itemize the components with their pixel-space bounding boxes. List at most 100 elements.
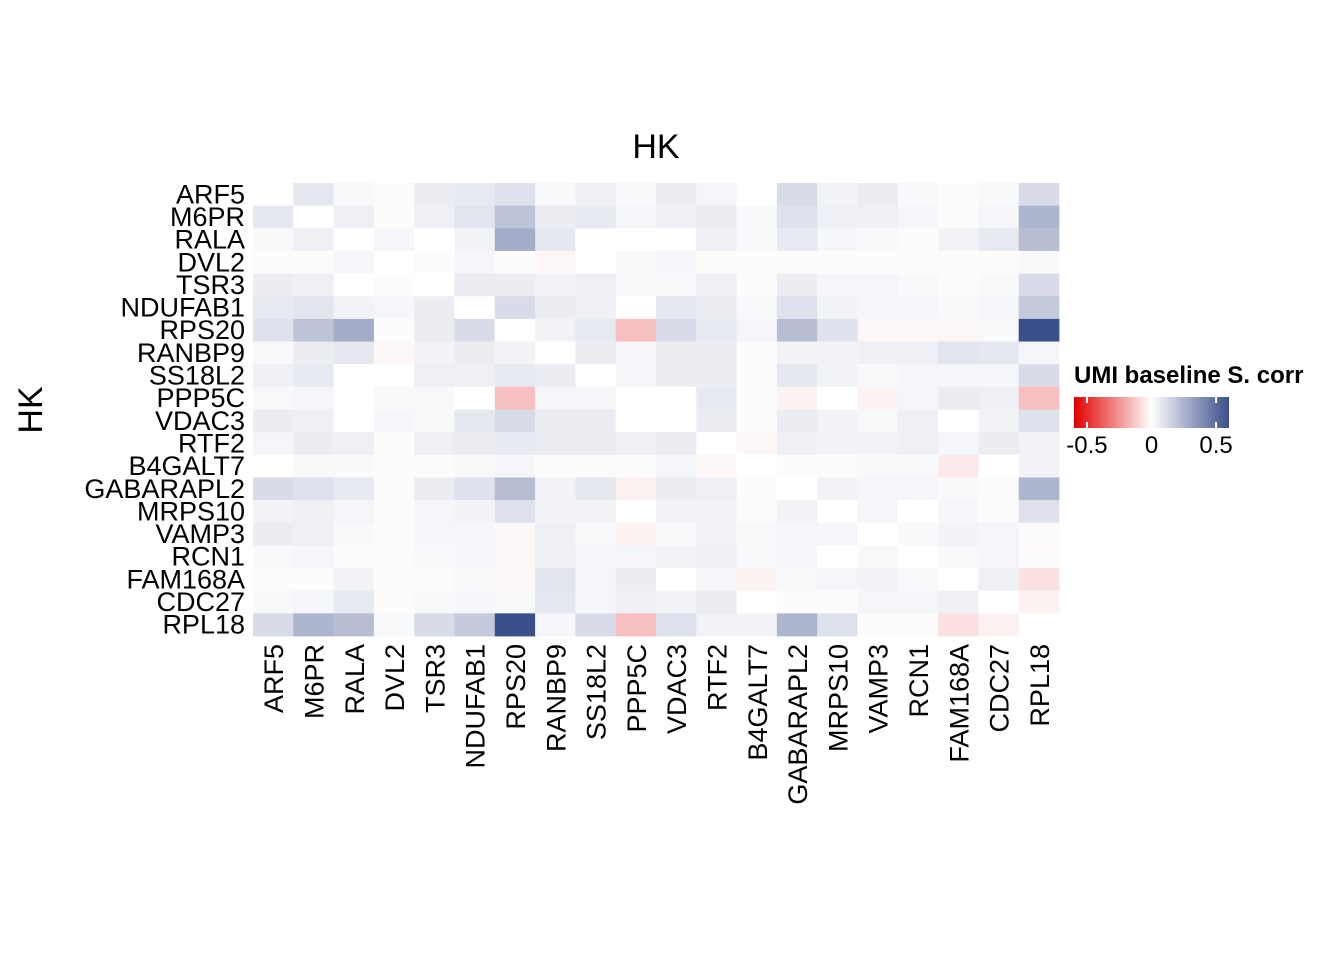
heatmap-cell-arf5-vdac3	[656, 183, 697, 207]
heatmap-cell-mrps10-b4galt7	[736, 500, 778, 524]
heatmap-cell-vdac3-ppp5c	[615, 409, 657, 433]
heatmap-cell-ranbp9-ppp5c	[615, 341, 657, 365]
heatmap-cell-tsr3-m6pr	[293, 273, 334, 297]
heatmap-cell-fam168a-vamp3	[857, 568, 899, 592]
heatmap-cell-rps20-ppp5c	[615, 318, 657, 342]
heatmap-cell-ppp5c-arf5	[253, 386, 294, 410]
heatmap-cell-ss18l2-rtf2	[696, 364, 737, 388]
heatmap-cell-dvl2-fam168a	[938, 250, 979, 274]
heatmap-cell-b4galt7-m6pr	[293, 454, 334, 478]
heatmap-cell-tsr3-rtf2	[696, 273, 737, 297]
heatmap-cell-m6pr-dvl2	[373, 205, 415, 229]
heatmap-cell-ppp5c-vdac3	[656, 386, 697, 410]
heatmap-cell-rps20-ranbp9	[535, 318, 576, 342]
heatmap-cell-dvl2-mrps10	[817, 250, 858, 274]
heatmap-cell-ppp5c-rcn1	[897, 386, 939, 410]
heatmap-cell-dvl2-gabarapl2	[776, 250, 818, 274]
heatmap-cell-fam168a-gabarapl2	[776, 568, 818, 592]
heatmap-cell-rtf2-m6pr	[293, 432, 334, 456]
heatmap-cell-cdc27-ranbp9	[535, 590, 576, 614]
heatmap-cell-rps20-arf5	[253, 318, 294, 342]
heatmap-cell-vamp3-gabarapl2	[776, 522, 818, 546]
heatmap-cell-b4galt7-vdac3	[656, 454, 697, 478]
x-tick-label-gabarapl2: GABARAPL2	[783, 644, 813, 805]
heatmap-cell-b4galt7-rtf2	[696, 454, 737, 478]
heatmap-cell-rcn1-rpl18	[1018, 545, 1060, 569]
heatmap-cell-dvl2-rtf2	[696, 250, 737, 274]
heatmap-cell-rtf2-rps20	[494, 432, 536, 456]
heatmap-cell-ppp5c-mrps10	[817, 386, 858, 410]
heatmap-cell-m6pr-rala	[333, 205, 375, 229]
heatmap-cell-rpl18-rps20	[494, 613, 536, 637]
heatmap-cell-gabarapl2-arf5	[253, 477, 294, 501]
heatmap-cell-vamp3-ppp5c	[615, 522, 657, 546]
heatmap-cell-cdc27-dvl2	[373, 590, 415, 614]
heatmap-cell-vdac3-ss18l2	[575, 409, 617, 433]
heatmap-cell-m6pr-tsr3	[414, 205, 455, 229]
x-tick-label-vdac3: VDAC3	[662, 644, 692, 734]
heatmap-cell-vdac3-b4galt7	[736, 409, 778, 433]
heatmap-cell-tsr3-b4galt7	[736, 273, 778, 297]
heatmap-cell-vamp3-ndufab1	[454, 522, 496, 546]
heatmap-cell-cdc27-vdac3	[656, 590, 697, 614]
legend-tick-label-0: -0.5	[1066, 432, 1107, 459]
heatmap-cell-rps20-rcn1	[897, 318, 939, 342]
heatmap-cell-mrps10-rps20	[494, 500, 536, 524]
heatmap-cell-ppp5c-m6pr	[293, 386, 334, 410]
heatmap-cell-rcn1-ppp5c	[615, 545, 657, 569]
heatmap-cell-rps20-rtf2	[696, 318, 737, 342]
heatmap-cell-arf5-m6pr	[293, 183, 334, 207]
heatmap-cell-arf5-gabarapl2	[776, 183, 818, 207]
heatmap-cell-rala-fam168a	[938, 228, 979, 252]
heatmap-cell-rps20-rpl18	[1018, 318, 1060, 342]
heatmap-cell-dvl2-ranbp9	[535, 250, 576, 274]
heatmap-cell-ndufab1-gabarapl2	[776, 296, 818, 320]
heatmap-cell-ranbp9-rps20	[494, 341, 536, 365]
heatmap-cell-rps20-cdc27	[978, 318, 1020, 342]
heatmap-cell-arf5-vamp3	[857, 183, 899, 207]
heatmap-cell-ndufab1-vdac3	[656, 296, 697, 320]
heatmap-cell-dvl2-rps20	[494, 250, 536, 274]
heatmap-cell-b4galt7-dvl2	[373, 454, 415, 478]
heatmap-cell-ranbp9-m6pr	[293, 341, 334, 365]
heatmap-cell-ss18l2-dvl2	[373, 364, 415, 388]
x-tick-label-cdc27: CDC27	[985, 644, 1015, 733]
heatmap-cell-rps20-dvl2	[373, 318, 415, 342]
heatmap-cell-rcn1-rtf2	[696, 545, 737, 569]
heatmap-cell-rpl18-ranbp9	[535, 613, 576, 637]
heatmap-cell-ss18l2-rps20	[494, 364, 536, 388]
heatmap-cell-b4galt7-fam168a	[938, 454, 979, 478]
heatmap-cell-rala-b4galt7	[736, 228, 778, 252]
heatmap-cell-mrps10-vamp3	[857, 500, 899, 524]
heatmap-cell-gabarapl2-tsr3	[414, 477, 455, 501]
heatmap-cell-ranbp9-ndufab1	[454, 341, 496, 365]
heatmap-cell-mrps10-tsr3	[414, 500, 455, 524]
heatmap-cell-rala-rcn1	[897, 228, 939, 252]
heatmap-cell-gabarapl2-gabarapl2	[776, 477, 818, 501]
heatmap-cell-rala-ranbp9	[535, 228, 576, 252]
heatmap-cell-rtf2-mrps10	[817, 432, 858, 456]
heatmap-cell-vamp3-arf5	[253, 522, 294, 546]
heatmap-cell-fam168a-arf5	[253, 568, 294, 592]
heatmap-cell-fam168a-rpl18	[1018, 568, 1060, 592]
heatmap-cell-dvl2-tsr3	[414, 250, 455, 274]
heatmap-cell-vdac3-gabarapl2	[776, 409, 818, 433]
heatmap-cell-vamp3-vdac3	[656, 522, 697, 546]
heatmap-cells	[253, 183, 1060, 637]
heatmap-cell-tsr3-ranbp9	[535, 273, 576, 297]
heatmap-cell-ppp5c-cdc27	[978, 386, 1020, 410]
y-tick-label-gabarapl2: GABARAPL2	[84, 474, 245, 504]
heatmap-cell-mrps10-arf5	[253, 500, 294, 524]
heatmap-cell-rala-arf5	[253, 228, 294, 252]
heatmap-cell-vdac3-dvl2	[373, 409, 415, 433]
heatmap-cell-tsr3-rpl18	[1018, 273, 1060, 297]
heatmap-cell-ndufab1-rtf2	[696, 296, 737, 320]
heatmap-cell-fam168a-rps20	[494, 568, 536, 592]
y-tick-label-vamp3: VAMP3	[155, 519, 245, 549]
heatmap-cell-ndufab1-dvl2	[373, 296, 415, 320]
heatmap-cell-tsr3-vdac3	[656, 273, 697, 297]
heatmap-cell-ppp5c-b4galt7	[736, 386, 778, 410]
heatmap-cell-ndufab1-rps20	[494, 296, 536, 320]
heatmap-cell-rps20-rala	[333, 318, 375, 342]
